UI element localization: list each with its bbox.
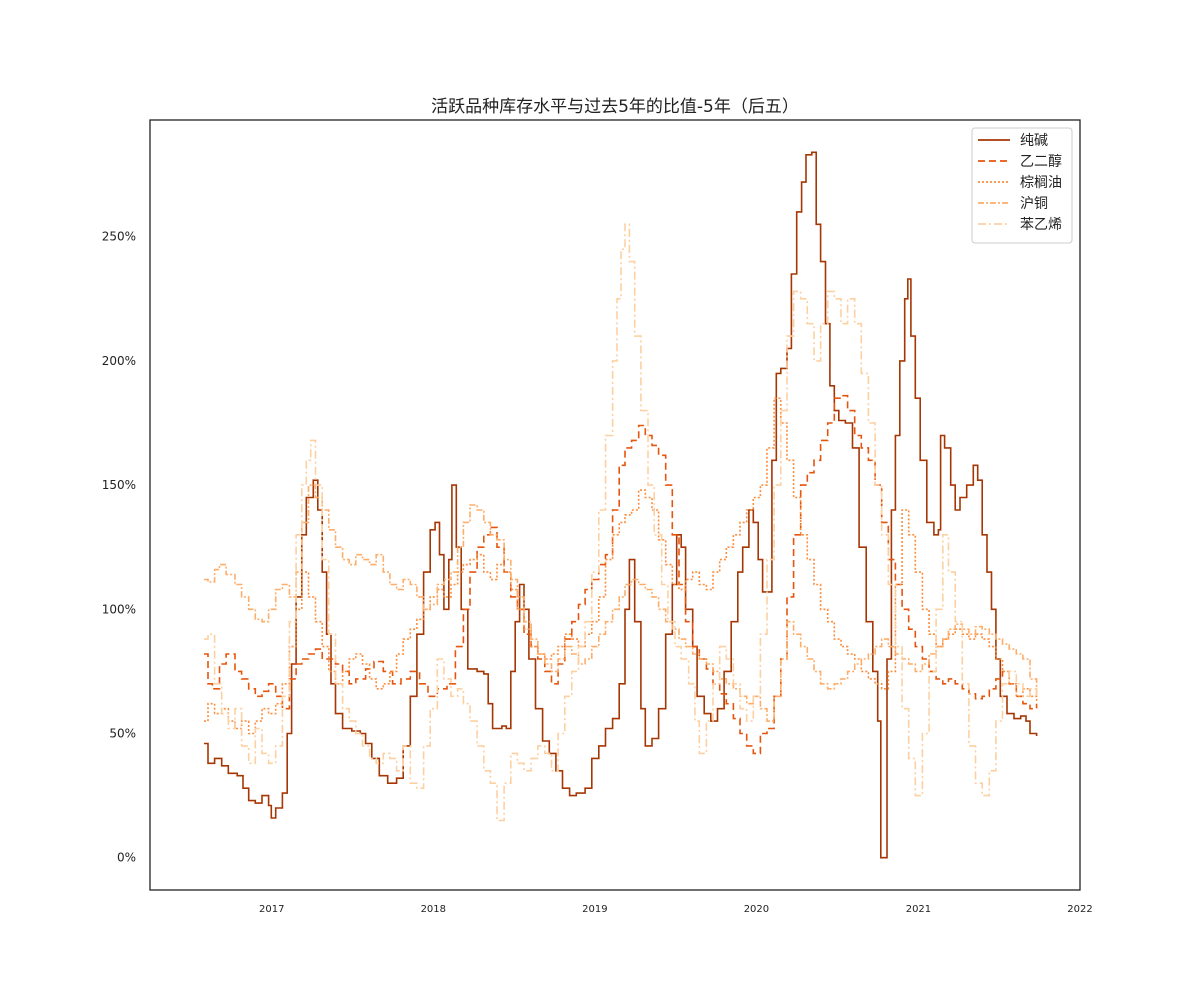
series-line-1 — [204, 151, 1038, 859]
y-tick-label: 150% — [102, 478, 136, 492]
y-tick-label: 200% — [102, 354, 136, 368]
legend-label-2: 乙二醇 — [1020, 153, 1062, 170]
series-line-3 — [204, 397, 1038, 735]
series-line-2 — [204, 394, 1038, 755]
legend-label-3: 棕榈油 — [1020, 175, 1062, 191]
series-line-5 — [204, 223, 1038, 822]
x-tick-label: 2020 — [744, 904, 769, 915]
legend-box — [971, 127, 1073, 244]
series-line-4 — [204, 484, 1038, 722]
y-axis: 0% 50% 100% 150% 200% 250% — [102, 230, 136, 865]
x-tick-label: 2018 — [421, 904, 446, 915]
y-tick-label: 250% — [102, 230, 136, 244]
legend-label-1: 纯碱 — [1020, 133, 1048, 149]
plot-series-group — [204, 151, 1038, 859]
chart-title: 活跃品种库存水平与过去5年的比值-5年（后五） — [431, 97, 799, 117]
x-tick-label: 2019 — [582, 904, 607, 915]
x-tick-label: 2022 — [1067, 904, 1092, 915]
y-tick-label: 0% — [117, 851, 136, 865]
y-tick-label: 100% — [102, 602, 136, 616]
x-tick-label: 2021 — [906, 904, 931, 915]
plot-frame — [149, 119, 1081, 891]
legend-label-4: 沪铜 — [1020, 196, 1048, 212]
x-axis: 2017 2018 2019 2020 2021 2022 — [259, 904, 1093, 915]
legend-label-5: 苯乙烯 — [1020, 216, 1062, 233]
x-tick-label: 2017 — [259, 904, 284, 915]
y-tick-label: 50% — [109, 727, 136, 741]
